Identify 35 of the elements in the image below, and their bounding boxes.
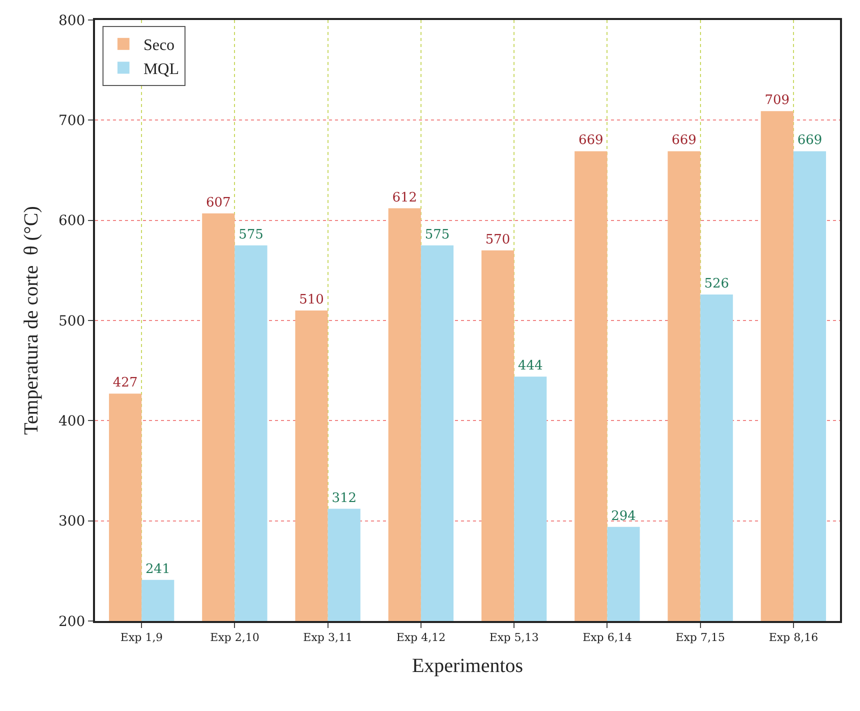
- y-tick-label: 600: [58, 213, 86, 230]
- legend-label: Seco: [143, 37, 175, 54]
- data-label: 709: [764, 93, 790, 108]
- data-label: 612: [392, 190, 418, 206]
- y-tick-label: 700: [58, 113, 86, 130]
- y-axis-title: Temperatura de corte θ (°C): [20, 206, 42, 435]
- data-label: 669: [797, 133, 822, 148]
- data-label: 427: [112, 376, 138, 391]
- legend-label: MQL: [143, 60, 180, 78]
- data-label: 570: [485, 232, 510, 248]
- x-tick-label: Exp 4,12: [396, 631, 446, 644]
- x-tick-label: Exp 8,16: [768, 631, 818, 644]
- x-tick-label: Exp 5,13: [489, 631, 539, 644]
- data-label: 294: [611, 508, 636, 524]
- data-label: 669: [672, 133, 696, 148]
- y-tick-label: 800: [58, 12, 86, 29]
- data-label: 241: [145, 562, 170, 577]
- x-axis-title: Experimentos: [412, 655, 524, 678]
- y-tick-label: 500: [58, 313, 86, 330]
- data-label: 575: [238, 227, 264, 242]
- data-label: 669: [578, 133, 604, 148]
- data-label: 312: [332, 490, 357, 506]
- data-label: 444: [518, 358, 543, 374]
- x-tick-label: Exp 2,10: [210, 631, 260, 644]
- data-label: 575: [424, 227, 450, 242]
- x-tick-label: Exp 7,15: [676, 631, 725, 644]
- x-tick-label: Exp 1,9: [120, 631, 163, 644]
- data-label: 607: [206, 195, 231, 210]
- data-label: 526: [704, 276, 730, 292]
- y-tick-label: 200: [58, 614, 86, 630]
- data-label: 510: [299, 292, 324, 308]
- y-tick-label: 300: [58, 514, 86, 530]
- x-tick-label: Exp 6,14: [582, 631, 632, 644]
- y-tick-label: 400: [58, 414, 86, 430]
- x-tick-label: Exp 3,11: [303, 631, 352, 644]
